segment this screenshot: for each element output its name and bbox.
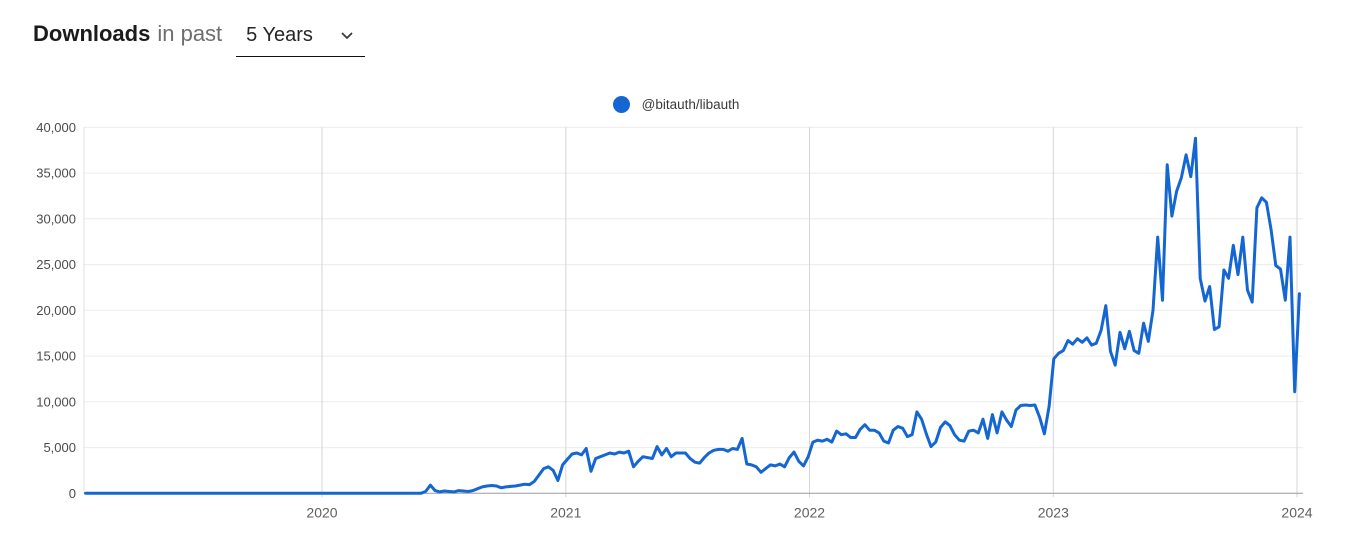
page-header: Downloads in past 5 Years: [33, 21, 365, 57]
page-title-suffix: in past: [157, 21, 223, 46]
y-axis-label: 30,000: [36, 211, 76, 226]
y-axis-label: 35,000: [36, 166, 76, 181]
x-axis-label: 2023: [1038, 504, 1069, 520]
x-axis-label: 2021: [550, 504, 581, 520]
series-line: [84, 136, 1301, 495]
y-axis-label: 40,000: [36, 120, 76, 135]
legend-dot-icon: [612, 96, 630, 113]
page-title: Downloads: [33, 21, 151, 46]
y-axis-label: 10,000: [36, 394, 76, 409]
chevron-down-icon: [341, 32, 353, 40]
period-select[interactable]: 5 Years: [236, 23, 365, 57]
legend-series-label: @bitauth/libauth: [641, 97, 740, 112]
x-axis-label: 2022: [794, 504, 825, 520]
period-select-value: 5 Years: [246, 24, 313, 46]
y-axis-label: 0: [69, 486, 76, 501]
x-axis-label: 2024: [1281, 504, 1312, 520]
x-axis-label: 2020: [306, 504, 337, 520]
y-axis-label: 25,000: [36, 257, 76, 272]
y-axis-label: 20,000: [36, 303, 76, 318]
y-axis-label: 5,000: [43, 440, 76, 455]
legend: @bitauth/libauth: [0, 96, 1352, 113]
y-axis-label: 15,000: [36, 349, 76, 364]
